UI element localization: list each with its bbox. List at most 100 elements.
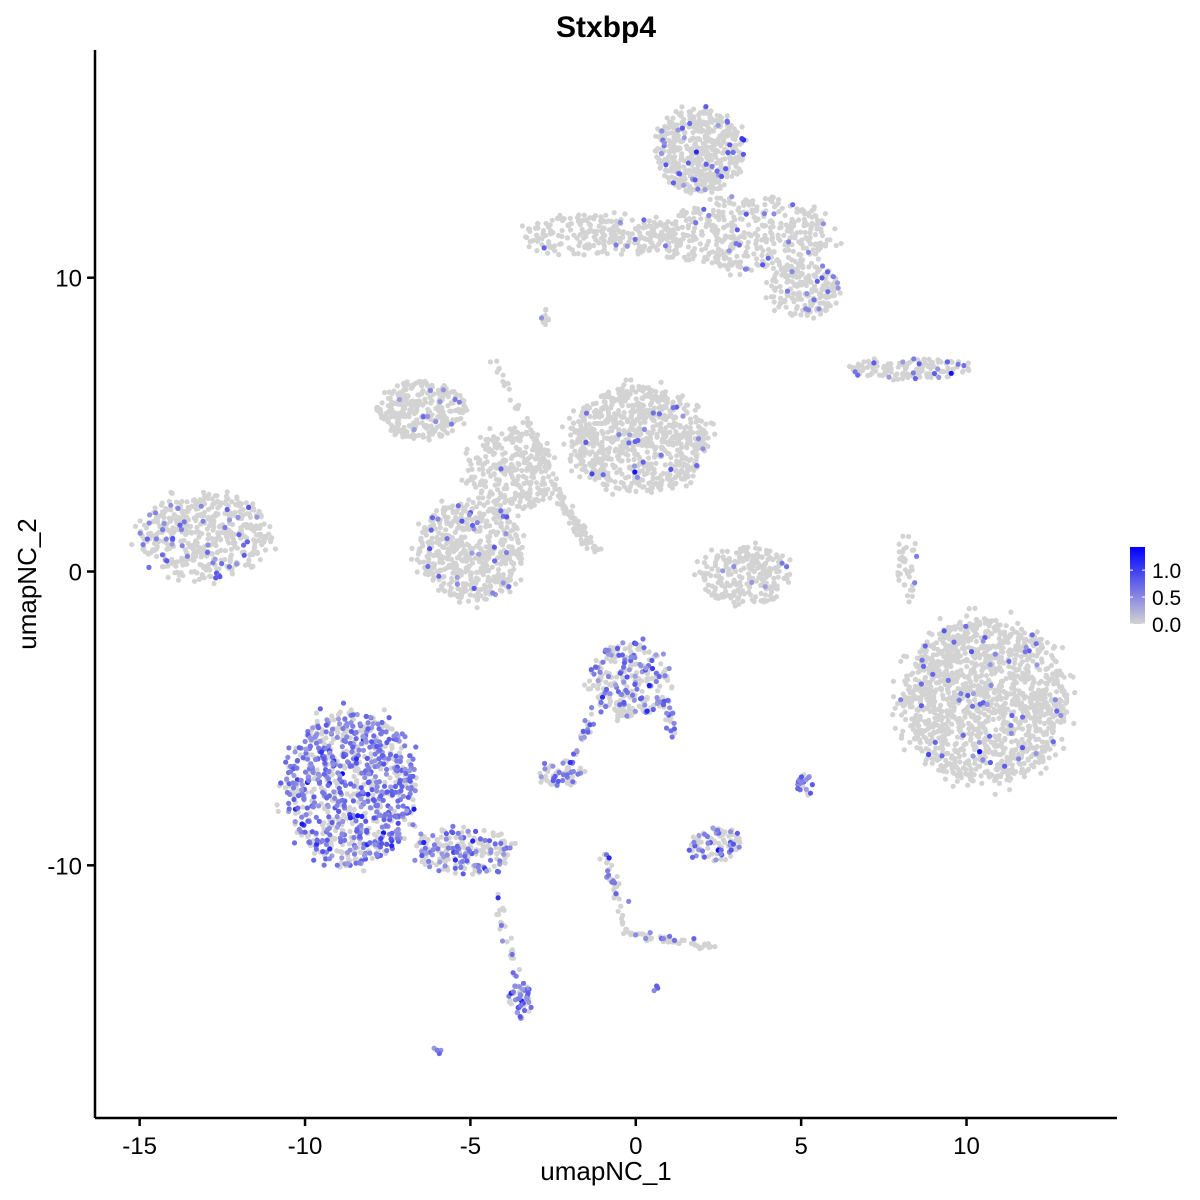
cell-point — [697, 173, 704, 179]
cell-point — [491, 450, 498, 456]
cell-point — [242, 562, 248, 568]
cell-point — [194, 504, 200, 510]
cell-point — [689, 160, 696, 166]
cell-point — [649, 442, 655, 448]
cell-point — [524, 467, 530, 473]
cell-point — [454, 525, 461, 532]
cell-point — [657, 394, 663, 400]
cell-point — [207, 573, 213, 579]
cell-point — [746, 231, 752, 237]
cell-point — [148, 530, 154, 536]
cell-point — [671, 248, 678, 254]
cell-point — [461, 403, 467, 409]
cell-point — [575, 251, 581, 257]
cell-point — [463, 480, 469, 486]
cell-point — [152, 505, 158, 511]
cell-point — [486, 538, 492, 545]
cell-point — [921, 356, 927, 362]
cell-point — [658, 425, 664, 431]
cell-point — [653, 444, 659, 450]
cell-point — [912, 541, 918, 547]
cell-point — [420, 402, 426, 408]
cell-point — [741, 565, 747, 571]
cell-point — [1040, 695, 1047, 701]
cell-point — [558, 241, 564, 247]
cell-point — [910, 587, 916, 593]
cell-point — [721, 198, 727, 204]
cell-point — [174, 559, 180, 565]
cell-point — [460, 507, 467, 513]
cell-point — [909, 567, 915, 573]
cell-point — [753, 241, 759, 247]
cell-point — [671, 149, 677, 155]
cell-point — [525, 226, 532, 232]
cell-point — [244, 524, 250, 531]
cell-point — [442, 505, 448, 511]
cell-point — [907, 704, 913, 710]
cell-point — [768, 566, 775, 572]
cell-point — [430, 571, 436, 577]
cell-point — [727, 272, 733, 278]
cell-point — [489, 564, 495, 570]
cell-point — [414, 569, 420, 575]
cell-point — [720, 150, 726, 156]
cell-point — [709, 189, 715, 195]
cell-point — [672, 131, 678, 137]
cell-point — [565, 222, 571, 228]
cell-point — [803, 282, 810, 289]
cell-point — [789, 295, 795, 301]
cell-point — [437, 525, 443, 531]
cell-point — [657, 165, 663, 171]
cell-point — [586, 421, 592, 427]
cell-point — [1043, 765, 1049, 771]
cell-point — [902, 567, 909, 573]
cell-point — [665, 125, 672, 131]
cell-point — [617, 419, 624, 426]
cell-point — [667, 228, 674, 234]
cell-point — [422, 378, 428, 384]
cell-point — [587, 222, 594, 228]
cell-point — [468, 570, 475, 576]
cell-point — [664, 254, 670, 260]
cell-point — [191, 568, 198, 575]
cell-point — [439, 498, 445, 504]
cell-point — [721, 182, 727, 188]
cell-point — [581, 212, 587, 218]
cell-point — [942, 641, 948, 648]
cell-point — [782, 212, 788, 218]
cell-point — [494, 512, 500, 518]
cell-point — [517, 438, 523, 444]
cell-point — [515, 513, 521, 519]
cell-point — [651, 405, 657, 411]
cell-point — [592, 414, 598, 420]
cell-point — [686, 109, 692, 115]
cell-point — [445, 403, 451, 409]
cell-point — [580, 229, 586, 235]
cell-point — [657, 221, 663, 228]
cell-point — [209, 536, 215, 542]
cell-point — [993, 727, 999, 733]
cell-point — [703, 430, 709, 436]
cell-point — [905, 361, 911, 367]
cell-point — [744, 198, 751, 204]
cell-point — [662, 462, 668, 468]
cell-point — [625, 457, 632, 463]
cell-point — [499, 431, 505, 437]
cell-point — [461, 421, 467, 427]
cell-point — [200, 498, 206, 504]
cell-point — [672, 175, 678, 181]
cell-point — [455, 586, 461, 592]
cell-point — [600, 465, 606, 471]
cell-point — [502, 450, 508, 456]
cell-point — [402, 392, 409, 398]
cell-point — [710, 421, 717, 427]
cell-point — [506, 507, 512, 513]
cell-point — [485, 568, 492, 574]
cell-point — [602, 420, 608, 426]
cell-point — [449, 575, 455, 581]
cell-point — [535, 236, 541, 242]
cell-point — [377, 409, 383, 415]
cell-point — [679, 104, 685, 110]
cell-point — [192, 552, 199, 558]
cell-point — [505, 519, 511, 525]
